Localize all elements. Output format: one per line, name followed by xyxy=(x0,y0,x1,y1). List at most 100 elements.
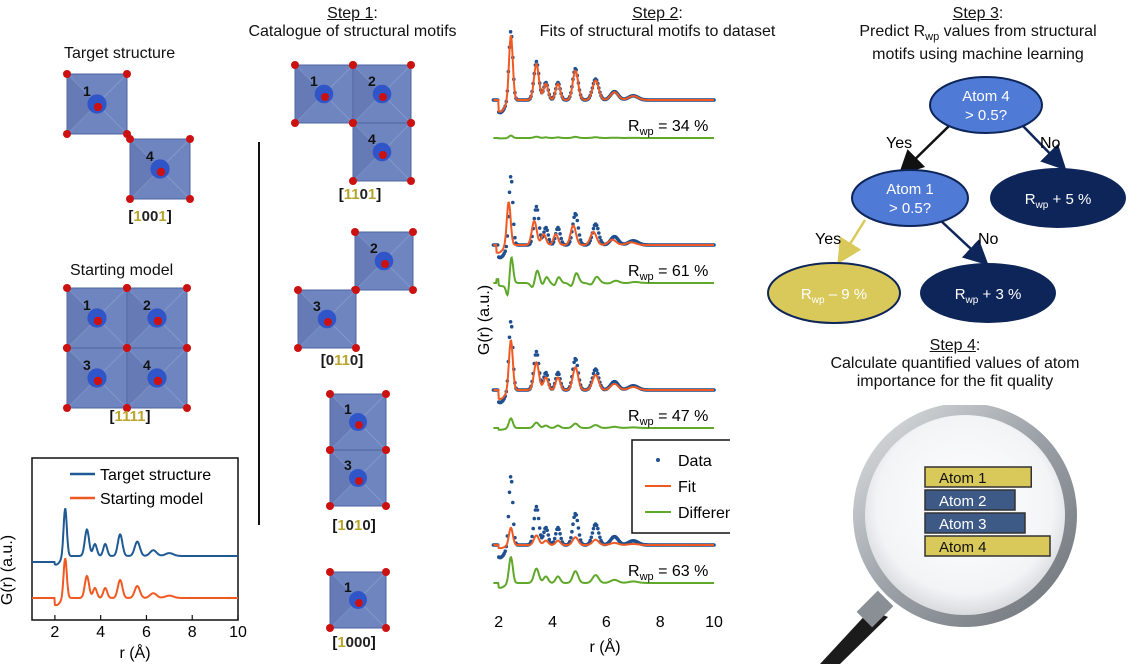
oxygen-atom xyxy=(93,102,103,112)
data-point xyxy=(559,536,563,541)
motif-0110-code: [0110] xyxy=(320,352,364,369)
oxygen-atom xyxy=(380,259,390,269)
octahedron: 3 xyxy=(326,446,390,510)
corner-oxygen xyxy=(382,446,390,454)
rwp-label: Rwp = 63 % xyxy=(628,563,708,583)
data-point xyxy=(572,215,576,220)
data-point xyxy=(512,222,516,227)
atom-index-label: 1 xyxy=(344,579,352,595)
data-point xyxy=(575,218,580,223)
leaf-minus9 xyxy=(767,262,901,324)
oxygen-atom xyxy=(320,92,330,102)
step2-heading: Step 2: Fits of structural motifs to data… xyxy=(539,5,776,40)
data-point xyxy=(594,368,599,373)
data-point xyxy=(545,528,549,533)
oxygen-atom xyxy=(153,376,163,386)
data-point xyxy=(572,515,576,520)
data-point xyxy=(504,244,509,249)
legend-fit-label: Fit xyxy=(678,479,696,496)
corner-oxygen xyxy=(126,195,134,203)
corner-oxygen xyxy=(382,502,390,510)
inset-chart-frame xyxy=(31,457,239,621)
oxygen-atom xyxy=(355,477,363,485)
leaf-plus3 xyxy=(920,263,1056,323)
corner-oxygen xyxy=(294,286,302,294)
oxygen-atom xyxy=(355,421,363,429)
starting-code: [1111] xyxy=(109,408,151,425)
data-point xyxy=(503,549,507,553)
corner-oxygen xyxy=(409,228,417,236)
starting-model: 1 2 3 4 xyxy=(63,284,191,412)
data-point xyxy=(513,235,517,240)
importance-bar xyxy=(924,489,1016,511)
data-point xyxy=(535,508,540,512)
data-point xyxy=(571,522,575,526)
data-point xyxy=(532,516,537,521)
corner-oxygen xyxy=(407,61,415,69)
fit-line xyxy=(493,201,714,254)
data-point xyxy=(506,514,511,519)
x-tick-label: 2 xyxy=(50,624,59,641)
step4-heading: Step 4: Calculate quantified values of at… xyxy=(830,337,1080,390)
fit-line xyxy=(493,339,714,401)
importance-bar-label: Atom 2 xyxy=(939,493,987,510)
divider-line xyxy=(258,142,260,525)
data-point xyxy=(590,531,595,535)
data-point xyxy=(557,527,561,532)
octahedron: 2 xyxy=(123,284,191,352)
node-atom1 xyxy=(851,169,969,227)
rwp-label: Rwp = 61 % xyxy=(628,263,708,283)
data-point xyxy=(508,175,513,179)
label-no-2: No xyxy=(978,231,999,248)
corner-oxygen xyxy=(123,284,131,292)
data-point xyxy=(536,216,541,221)
legend-data-label: Data xyxy=(678,453,712,470)
corner-oxygen xyxy=(186,195,194,203)
data-point xyxy=(575,518,580,523)
corner-oxygen xyxy=(63,404,71,412)
data-point xyxy=(507,335,512,340)
data-point xyxy=(598,235,602,240)
label-yes-2: Yes xyxy=(815,231,841,248)
x-tick-label: 4 xyxy=(96,624,105,641)
data-point xyxy=(576,526,581,530)
corner-oxygen xyxy=(63,344,71,352)
fit-panel: Rwp = 63 % xyxy=(491,475,716,589)
label-yes-1: Yes xyxy=(886,135,912,152)
motif-1000: 1 xyxy=(326,568,390,632)
data-point xyxy=(574,513,578,517)
octahedron: 4 xyxy=(123,344,191,412)
data-point xyxy=(509,179,514,184)
corner-oxygen xyxy=(349,177,357,185)
octahedron: 1 xyxy=(63,284,131,352)
data-point xyxy=(542,230,546,234)
node-atom4 xyxy=(929,76,1043,134)
legend-data-marker xyxy=(656,458,660,462)
corner-oxygen xyxy=(326,446,334,454)
node-atom4-line1: Atom 4 xyxy=(962,88,1010,105)
data-point xyxy=(544,370,548,375)
node-atom4-line2: > 0.5? xyxy=(965,107,1007,124)
series-starting-line xyxy=(32,557,238,607)
corner-oxygen xyxy=(382,568,390,576)
x-tick-label: 4 xyxy=(548,614,557,631)
corner-oxygen xyxy=(123,70,131,78)
fits-xlabel: r (Å) xyxy=(589,637,620,656)
oxygen-atom xyxy=(93,376,103,386)
data-point xyxy=(574,358,578,362)
fit-panel: Rwp = 34 % xyxy=(491,30,716,140)
step1-heading: Step 1: Catalogue of structural motifs xyxy=(248,5,457,40)
decision-tree: Yes No Yes No Atom 4 > 0.5? Atom 1 > 0.5… xyxy=(767,76,1126,324)
atom-index-label: 2 xyxy=(368,73,376,89)
data-point xyxy=(532,216,537,221)
oxygen-atom xyxy=(323,317,333,327)
motif-1101-code: [1101] xyxy=(338,186,382,203)
corner-oxygen xyxy=(349,61,357,69)
leaf-minus9-text: Rwp – 9 % xyxy=(801,286,867,306)
corner-oxygen xyxy=(407,119,415,127)
octahedron: 3 xyxy=(294,286,360,352)
data-point xyxy=(557,372,561,377)
data-point xyxy=(509,324,514,329)
motif-1010-code: [1010] xyxy=(332,517,376,534)
fit-panel: Rwp = 47 % xyxy=(491,320,716,431)
